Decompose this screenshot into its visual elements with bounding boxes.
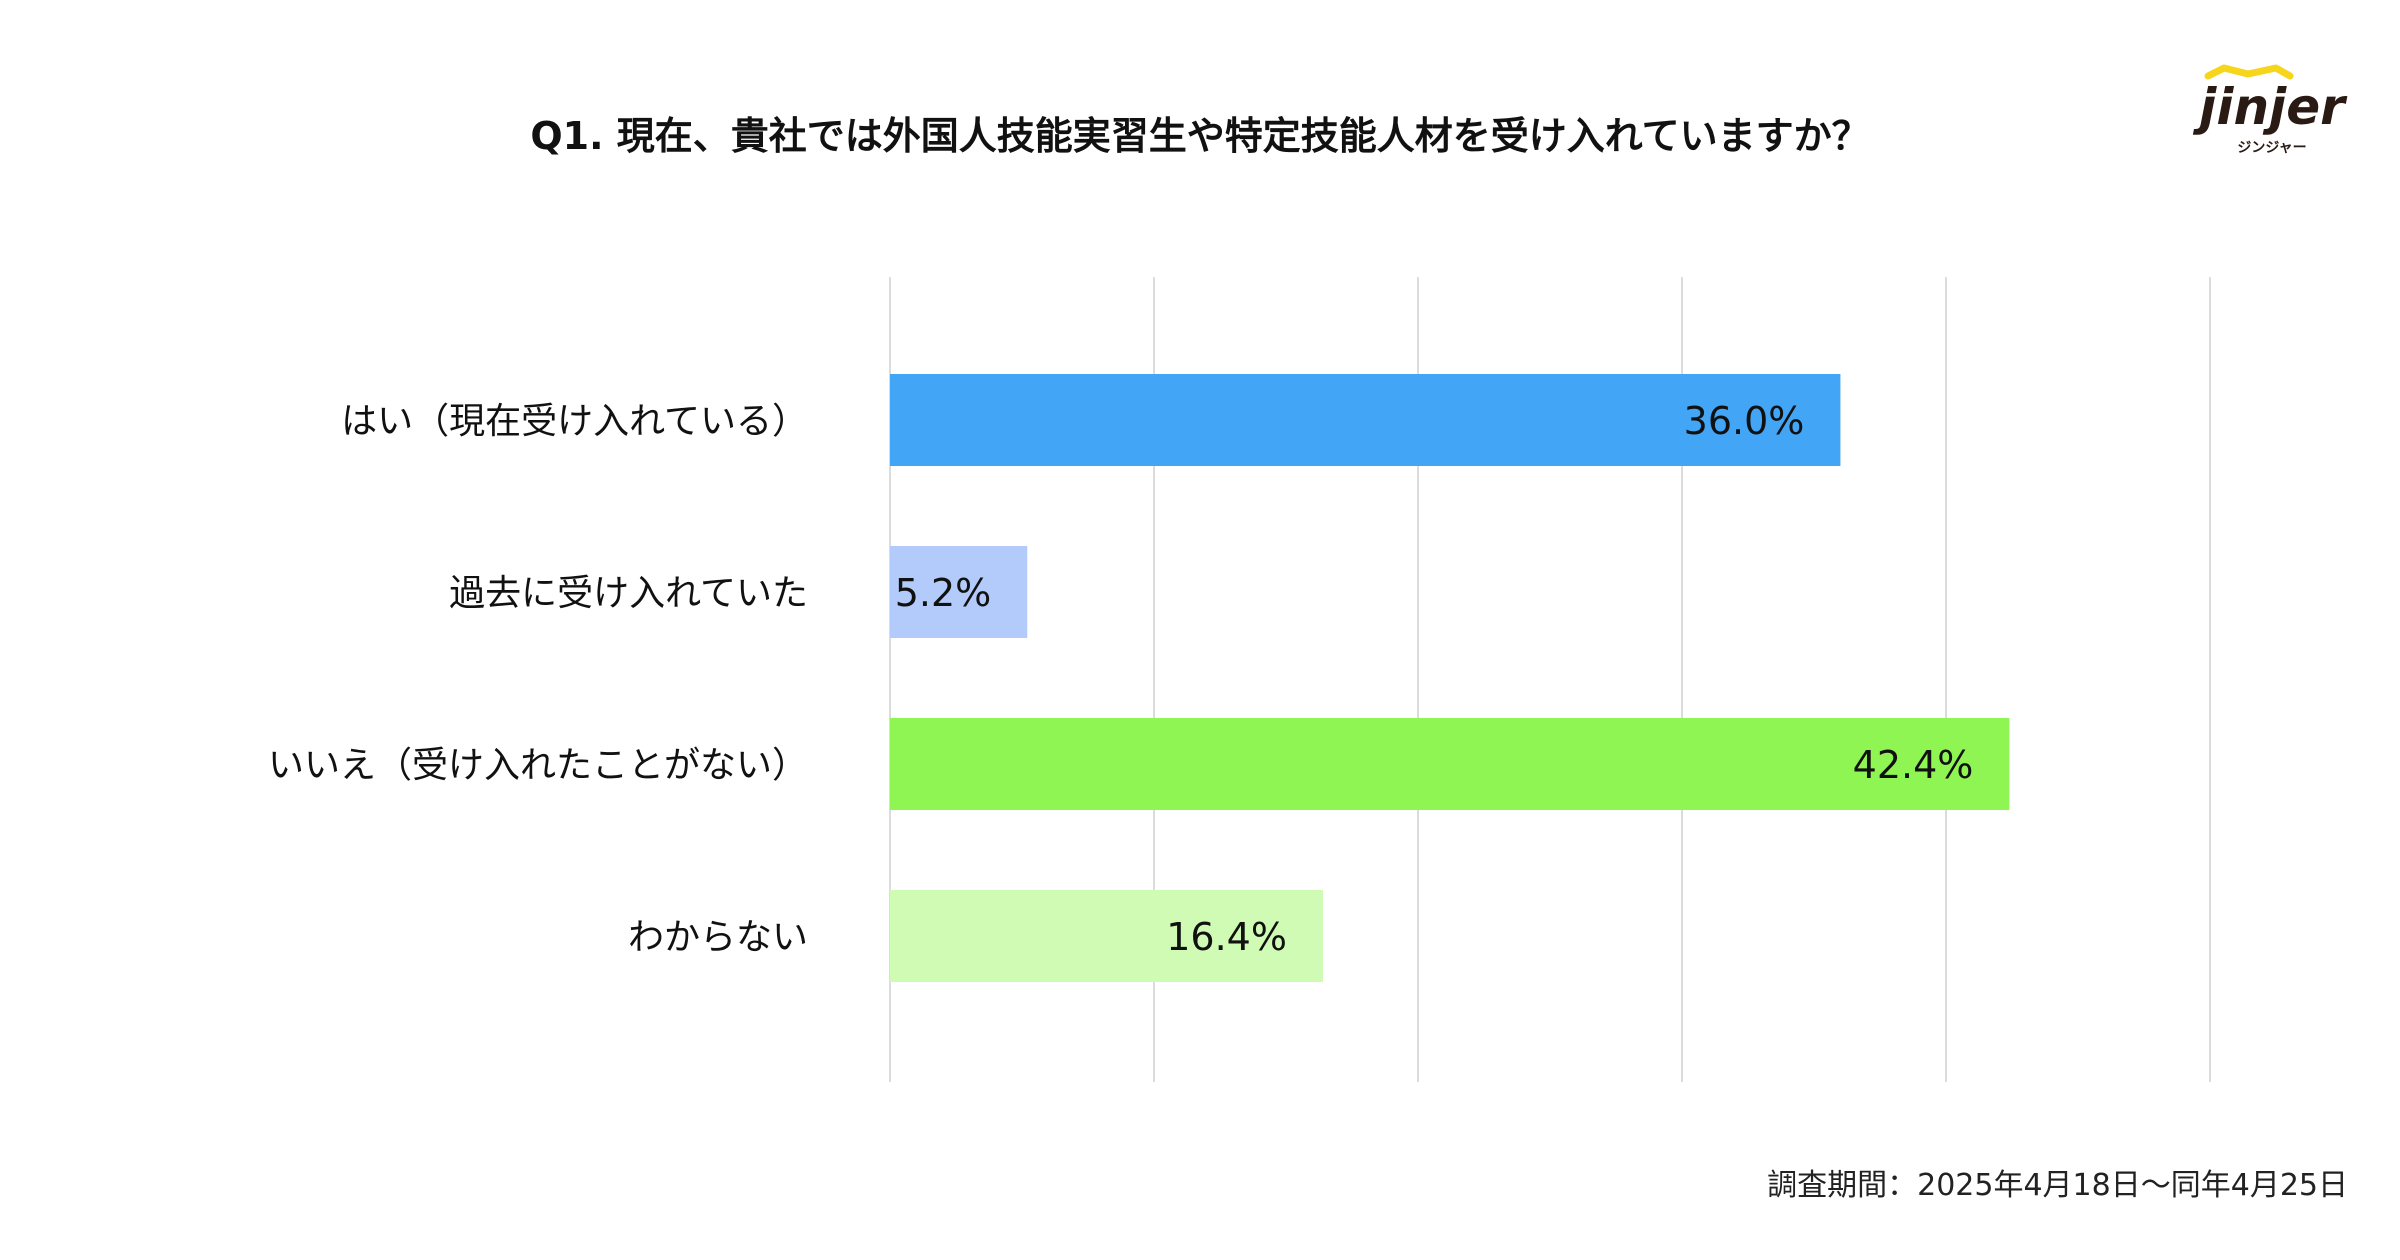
data-label: 36.0%: [1684, 399, 1805, 443]
data-label: 16.4%: [1166, 915, 1287, 959]
bar: [890, 546, 1028, 638]
category-label: わからない: [628, 917, 808, 958]
roof-accent-icon: [2204, 64, 2294, 80]
logo-subtext: ジンジャー: [2237, 140, 2306, 156]
bar: [890, 890, 1323, 982]
survey-period-note: 調査期間：2025年4月18日〜同年4月25日: [1767, 1168, 2348, 1203]
category-label: 過去に受け入れていた: [449, 573, 808, 614]
bar: [890, 374, 1841, 466]
chart-title: Q1. 現在、貴社では外国人技能実習生や特定技能人材を受け入れていますか？: [530, 114, 1870, 158]
jinjer-logo: jinjer ジンジャー: [2180, 62, 2360, 172]
logo-wordmark: jinjer: [2192, 78, 2348, 136]
data-label: 5.2%: [895, 571, 992, 615]
category-label: はい（現在受け入れている）: [341, 401, 808, 442]
category-label: いいえ（受け入れたことがない）: [268, 745, 808, 786]
bar: [890, 718, 2010, 810]
data-label: 42.4%: [1853, 743, 1974, 787]
